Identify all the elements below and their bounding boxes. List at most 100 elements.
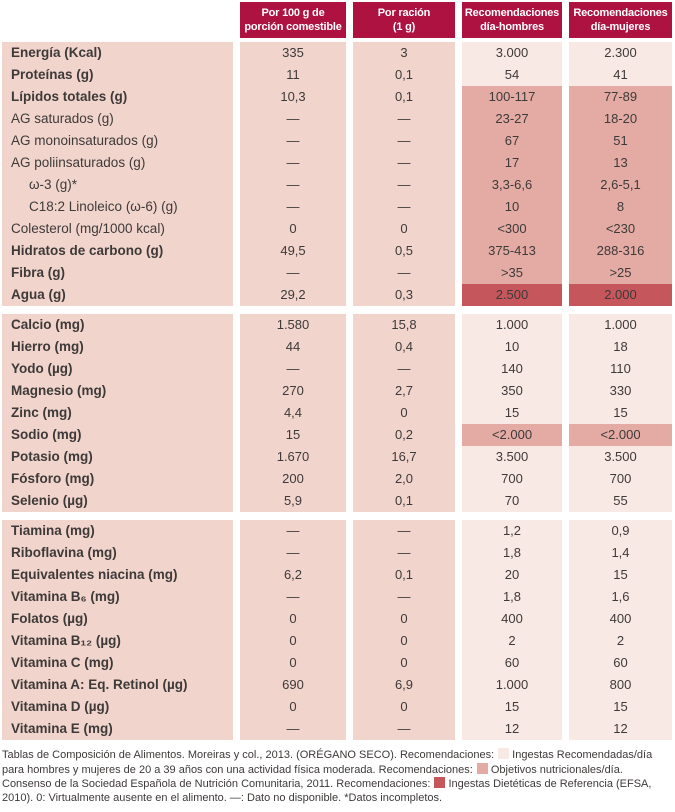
value-rec-mujeres: 15 [569, 402, 672, 424]
value-per-100g: — [240, 152, 346, 174]
row-label: C18:2 Linoleico (ω-6) (g) [2, 196, 233, 218]
value-rec-mujeres: 8 [569, 196, 672, 218]
value-rec-hombres: 1,8 [462, 542, 562, 564]
value-per-100g: — [240, 174, 346, 196]
value-per-racion: 0 [353, 652, 455, 674]
footnote-segment: Tablas de Composición de Alimentos. More… [2, 749, 495, 761]
value-rec-mujeres: 13 [569, 152, 672, 174]
value-per-racion: 0 [353, 402, 455, 424]
row-label: Fósforo (mg) [2, 468, 233, 490]
row-label: Proteínas (g) [2, 64, 233, 86]
value-per-100g: 44 [240, 336, 346, 358]
value-per-100g: — [240, 586, 346, 608]
value-rec-mujeres: 51 [569, 130, 672, 152]
table-row: Yodo (µg) — — 140 110 [2, 358, 675, 380]
value-per-100g: — [240, 718, 346, 740]
value-per-racion: — [353, 174, 455, 196]
value-per-racion: 0,2 [353, 424, 455, 446]
value-rec-mujeres: 700 [569, 468, 672, 490]
row-label: Yodo (µg) [2, 358, 233, 380]
value-rec-mujeres: 2,6-5,1 [569, 174, 672, 196]
row-label: Vitamina C (mg) [2, 652, 233, 674]
value-rec-hombres: 17 [462, 152, 562, 174]
value-rec-hombres: 3.500 [462, 446, 562, 468]
row-label: Folatos (µg) [2, 608, 233, 630]
footnote-segment: Objetivos nutricionales/día. Consenso de… [2, 763, 623, 791]
value-rec-hombres: 67 [462, 130, 562, 152]
row-label: Tiamina (mg) [2, 520, 233, 542]
column-header-rec-mujeres: Recomendaciones día-mujeres [569, 2, 672, 38]
value-per-100g: 200 [240, 468, 346, 490]
column-header-per-racion: Por ración (1 g) [353, 2, 455, 38]
value-per-100g: 29,2 [240, 284, 346, 306]
row-label: AG poliinsaturados (g) [2, 152, 233, 174]
table-row: Colesterol (mg/1000 kcal) 0 0 <300 <230 [2, 218, 675, 240]
header-spacer [2, 2, 233, 24]
row-label: Selenio (µg) [2, 490, 233, 512]
value-per-100g: 4,4 [240, 402, 346, 424]
footnote-segment: Ingestas Recomendadas/día para hombres y… [2, 749, 653, 776]
table-row: Magnesio (mg) 270 2,7 350 330 [2, 380, 675, 402]
row-label: Magnesio (mg) [2, 380, 233, 402]
value-per-100g: 11 [240, 64, 346, 86]
value-rec-mujeres: 77-89 [569, 86, 672, 108]
column-header-line: Recomendaciones [573, 6, 668, 19]
value-per-racion: 15,8 [353, 314, 455, 336]
value-rec-hombres: 1.000 [462, 314, 562, 336]
row-label: Sodio (mg) [2, 424, 233, 446]
value-per-racion: 16,7 [353, 446, 455, 468]
value-per-100g: 15 [240, 424, 346, 446]
value-per-racion: — [353, 262, 455, 284]
value-per-100g: 0 [240, 608, 346, 630]
value-per-100g: — [240, 108, 346, 130]
table-row: AG saturados (g) — — 23-27 18-20 [2, 108, 675, 130]
table-row: Fósforo (mg) 200 2,0 700 700 [2, 468, 675, 490]
value-rec-hombres: 60 [462, 652, 562, 674]
value-rec-hombres: 10 [462, 336, 562, 358]
table-row: Agua (g) 29,2 0,3 2.500 2.000 [2, 284, 675, 306]
column-header-line: porción comestible [244, 21, 342, 33]
value-rec-hombres: 2 [462, 630, 562, 652]
table-row: Vitamina B₁₂ (µg) 0 0 2 2 [2, 630, 675, 652]
value-per-racion: 0,1 [353, 490, 455, 512]
value-rec-hombres: 700 [462, 468, 562, 490]
column-header-line: Por 100 g de [261, 6, 325, 19]
value-per-100g: — [240, 262, 346, 284]
table-row: Sodio (mg) 15 0,2 <2.000 <2.000 [2, 424, 675, 446]
value-rec-mujeres: <2.000 [569, 424, 672, 446]
value-per-racion: 0,3 [353, 284, 455, 306]
row-label: Agua (g) [2, 284, 233, 306]
value-per-100g: 0 [240, 652, 346, 674]
table-block: Energía (Kcal) 335 3 3.000 2.300 Proteín… [2, 42, 675, 306]
row-label: Lípidos totales (g) [2, 86, 233, 108]
legend-swatch-ingestas-dieteticas-icon [434, 777, 446, 788]
value-rec-mujeres: 18-20 [569, 108, 672, 130]
value-per-racion: — [353, 542, 455, 564]
value-rec-hombres: 54 [462, 64, 562, 86]
value-per-racion: 0,4 [353, 336, 455, 358]
value-rec-hombres: 140 [462, 358, 562, 380]
value-rec-hombres: 100-117 [462, 86, 562, 108]
table-row: Equivalentes niacina (mg) 6,2 0,1 20 15 [2, 564, 675, 586]
row-label: Calcio (mg) [2, 314, 233, 336]
value-rec-mujeres: 1,6 [569, 586, 672, 608]
value-per-racion: — [353, 196, 455, 218]
table-row: Vitamina E (mg) — — 12 12 [2, 718, 675, 740]
value-per-100g: 0 [240, 218, 346, 240]
table-body: Energía (Kcal) 335 3 3.000 2.300 Proteín… [2, 42, 675, 740]
value-rec-mujeres: 288-316 [569, 240, 672, 262]
value-per-100g: 0 [240, 630, 346, 652]
value-per-racion: 0 [353, 218, 455, 240]
column-header-line: Por ración [377, 6, 431, 19]
table-block: Calcio (mg) 1.580 15,8 1.000 1.000 Hierr… [2, 314, 675, 512]
value-rec-mujeres: 330 [569, 380, 672, 402]
table-row: Lípidos totales (g) 10,3 0,1 100-117 77-… [2, 86, 675, 108]
value-rec-mujeres: 110 [569, 358, 672, 380]
row-label: Vitamina A: Eq. Retinol (µg) [2, 674, 233, 696]
value-per-100g: 0 [240, 696, 346, 718]
value-per-racion: 2,0 [353, 468, 455, 490]
value-rec-hombres: 10 [462, 196, 562, 218]
column-header-line: Recomendaciones [464, 6, 560, 19]
value-rec-hombres: <2.000 [462, 424, 562, 446]
value-rec-hombres: 1,2 [462, 520, 562, 542]
